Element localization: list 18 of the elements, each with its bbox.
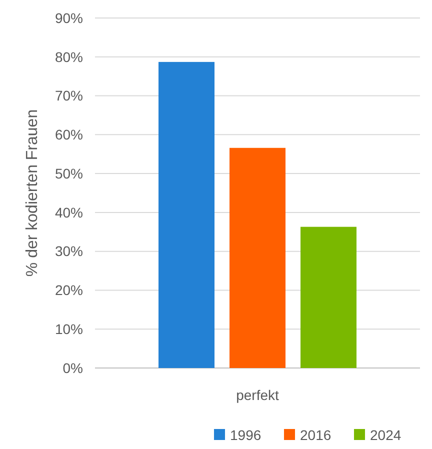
y-tick-label: 60% [54, 126, 83, 143]
y-tick-label: 40% [54, 204, 83, 220]
bar [300, 226, 356, 368]
bar [158, 62, 214, 368]
legend-label: 2016 [300, 427, 332, 443]
y-tick-label: 90% [54, 10, 83, 26]
y-tick-label: 20% [54, 282, 83, 298]
legend-label: 1996 [230, 427, 262, 443]
y-tick-label: 50% [54, 165, 83, 182]
bar [230, 148, 286, 368]
y-tick-label: 0% [62, 360, 83, 376]
y-tick-label: 30% [54, 243, 83, 260]
y-tick-label: 80% [54, 48, 83, 65]
y-tick-label: 70% [54, 88, 83, 104]
y-tick-label: 10% [54, 321, 83, 338]
legend-label: 2024 [370, 427, 402, 443]
y-axis-title: % der kodierten Frauen [24, 109, 41, 277]
x-tick-label: perfekt [236, 387, 280, 403]
